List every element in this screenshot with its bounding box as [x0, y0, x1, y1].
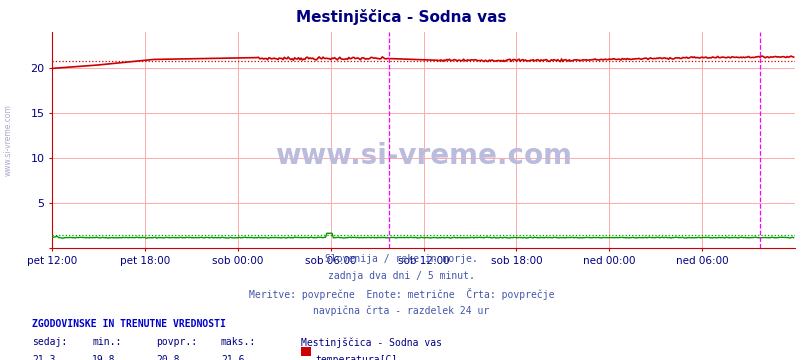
Text: Slovenija / reke in morje.: Slovenija / reke in morje.: [325, 254, 477, 264]
Text: 21,6: 21,6: [221, 355, 244, 360]
Text: Mestinjščica - Sodna vas: Mestinjščica - Sodna vas: [301, 337, 442, 348]
Text: temperatura[C]: temperatura[C]: [315, 355, 397, 360]
Text: Mestinjščica - Sodna vas: Mestinjščica - Sodna vas: [296, 9, 506, 25]
Text: 20,8: 20,8: [156, 355, 180, 360]
Text: 21,3: 21,3: [32, 355, 55, 360]
Text: www.si-vreme.com: www.si-vreme.com: [275, 141, 571, 170]
Text: navpična črta - razdelek 24 ur: navpična črta - razdelek 24 ur: [313, 306, 489, 316]
Text: zadnja dva dni / 5 minut.: zadnja dva dni / 5 minut.: [328, 271, 474, 281]
Text: 19,8: 19,8: [92, 355, 115, 360]
Text: maks.:: maks.:: [221, 337, 256, 347]
Text: min.:: min.:: [92, 337, 122, 347]
Text: ZGODOVINSKE IN TRENUTNE VREDNOSTI: ZGODOVINSKE IN TRENUTNE VREDNOSTI: [32, 319, 225, 329]
Text: www.si-vreme.com: www.si-vreme.com: [3, 104, 13, 176]
Text: Meritve: povprečne  Enote: metrične  Črta: povprečje: Meritve: povprečne Enote: metrične Črta:…: [249, 288, 553, 300]
Text: sedaj:: sedaj:: [32, 337, 67, 347]
Text: povpr.:: povpr.:: [156, 337, 197, 347]
